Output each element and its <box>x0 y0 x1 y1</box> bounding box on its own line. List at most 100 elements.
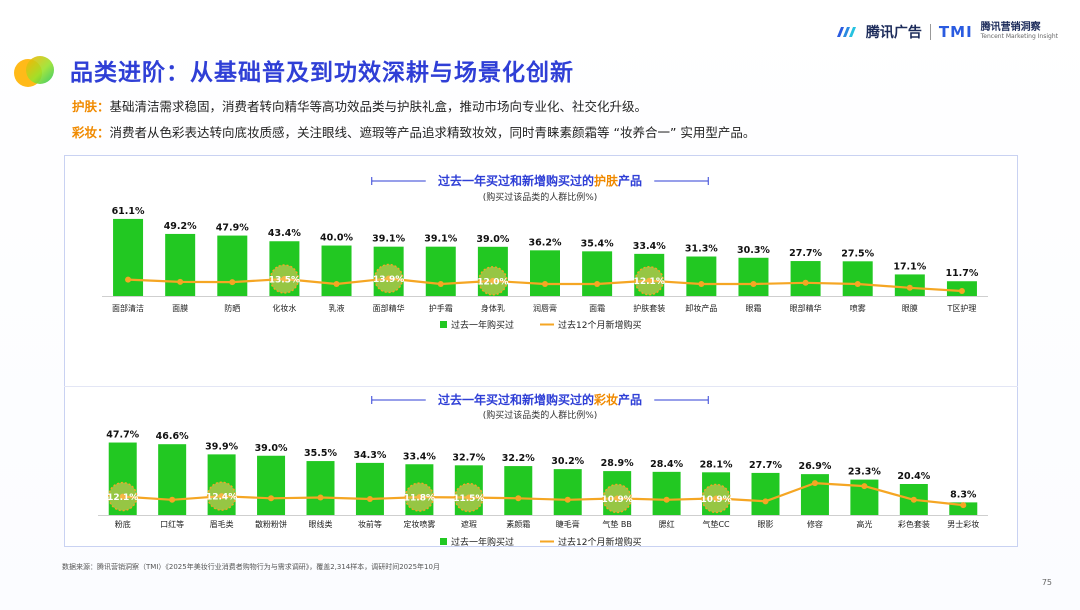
chart0-highlight-ring-2 <box>478 266 508 296</box>
chart1-bar-5 <box>355 462 384 515</box>
chart0-line-point-16 <box>958 287 965 294</box>
chart1-category-7: 遮瑕 <box>461 519 477 529</box>
chart1-category-15: 高光 <box>856 519 872 529</box>
makeup-text: 消费者从色彩表达转向底妆质感，关注眼线、遮瑕等产品追求精致妆效，同时青睐素颜霜等… <box>109 125 756 140</box>
chart0-bar-13 <box>790 261 821 296</box>
brand-tmi-en: Tencent Marketing Insight <box>980 33 1058 40</box>
chart0-title-highlight: 护肤 <box>594 173 619 188</box>
skincare-text: 基础清洁需求稳固，消费者转向精华等高功效品类与护肤礼盒，推动市场向专业化、社交化… <box>109 99 648 114</box>
page-number: 75 <box>1041 578 1052 587</box>
chart0-bar-label-15: 17.1% <box>893 261 926 272</box>
chart1-bar-label-6: 33.4% <box>403 451 436 462</box>
page-title: 品类进阶：从基础普及到功效深耕与场景化创新 <box>70 60 574 86</box>
decorative-blob-icon <box>14 56 54 87</box>
chart1-line-point-11 <box>663 496 670 503</box>
chart1-bar-label-5: 34.3% <box>353 450 386 461</box>
chart0-highlight-label-2: 12.0% <box>477 277 508 287</box>
chart1-category-3: 散粉粉饼 <box>255 519 287 529</box>
chart0-category-12: 眼霜 <box>745 304 761 313</box>
chart0-category-5: 面部精华 <box>373 303 405 313</box>
chart1-line-point-15 <box>861 483 868 490</box>
chart1-category-6: 定妆喷雾 <box>403 519 435 529</box>
chart0-highlight-label-3: 12.1% <box>634 277 665 287</box>
chart-divider <box>64 386 1018 387</box>
chart1-line-point-9 <box>564 496 571 503</box>
chart1-bar-9 <box>553 469 582 515</box>
chart1-highlight-label-1: 12.4% <box>206 493 237 503</box>
chart1-bar-label-11: 28.4% <box>650 459 683 470</box>
chart0-legend-bar-swatch <box>440 321 447 328</box>
skincare-description: 护肤：基础清洁需求稳固，消费者转向精华等高功效品类与护肤礼盒，推动市场向专业化、… <box>72 96 647 115</box>
chart0-bar-14 <box>842 261 873 296</box>
chart1-bar-4 <box>306 461 335 515</box>
chart1-legend-line-label: 过去12个月新增购买 <box>558 536 641 548</box>
chart1-bar-label-12: 28.1% <box>700 459 733 470</box>
brand-tmi-cn: 腾讯营销洞察 <box>980 22 1041 33</box>
chart1-category-5: 妆前等 <box>358 519 382 529</box>
chart0-bar-label-10: 33.4% <box>633 241 666 252</box>
chart0-bar-11 <box>686 256 717 296</box>
chart1-line-point-8 <box>515 495 522 502</box>
chart0-title-suffix: 产品 <box>618 173 642 188</box>
skincare-tag: 护肤： <box>72 99 110 114</box>
chart1-highlight-ring-5 <box>701 483 731 514</box>
makeup-description: 彩妆：消费者从色彩表达转向底妆质感，关注眼线、遮瑕等产品追求精致妆效，同时青睐素… <box>72 122 755 141</box>
chart0-highlight-ring-1 <box>373 263 404 294</box>
chart0-line-point-9 <box>594 281 601 288</box>
chart1-title-suffix: 产品 <box>618 392 642 407</box>
chart1-bar-label-9: 30.2% <box>551 456 584 467</box>
chart1-category-14: 修容 <box>807 519 823 529</box>
makeup-tag: 彩妆： <box>72 125 110 140</box>
chart1-title: 过去一年买过和新增购买过的彩妆产品 <box>438 392 642 407</box>
chart0-bar-label-14: 27.5% <box>841 248 874 259</box>
chart0-line-point-8 <box>542 281 548 288</box>
chart0-category-9: 面霜 <box>589 304 605 313</box>
chart1-category-8: 素颜霜 <box>506 519 530 529</box>
chart1-category-1: 口红等 <box>160 519 184 529</box>
data-source: 数据来源：腾讯营销洞察（TMI）《2025年美妆行业消费者购物行为与需求调研》，… <box>62 563 440 571</box>
chart0-category-15: 眼膜 <box>902 303 918 313</box>
chart1-highlight-ring-3 <box>454 482 484 513</box>
chart1-line-point-5 <box>366 496 373 503</box>
tencent-ads-logo-icon <box>836 27 856 37</box>
chart0-bar-label-1: 49.2% <box>164 221 197 232</box>
chart1-highlight-label-5: 10.9% <box>700 495 731 505</box>
chart1-bar-3 <box>257 455 286 515</box>
chart1-bar-label-8: 32.2% <box>502 453 535 464</box>
chart0-category-11: 卸妆产品 <box>685 303 717 313</box>
chart0-highlight-label-0: 13.5% <box>269 275 300 285</box>
brand-logos: 腾讯广告 TMI 腾讯营销洞察 Tencent Marketing Insigh… <box>836 22 1058 42</box>
chart0-category-14: 喷雾 <box>850 303 866 313</box>
chart0-category-8: 润唇膏 <box>533 303 557 313</box>
chart1-line-point-4 <box>317 494 324 501</box>
chart0-line-point-6 <box>437 281 444 288</box>
chart0-bar-label-0: 61.1% <box>112 206 145 217</box>
chart1-highlight-ring-2 <box>404 482 435 512</box>
brand-tmi: TMI <box>938 23 973 41</box>
chart1-line-series <box>122 482 964 507</box>
chart1-category-12: 气垫CC <box>702 519 730 529</box>
chart0-bar-label-4: 40.0% <box>320 233 353 244</box>
chart1-category-13: 眼影 <box>758 519 774 529</box>
brand-tmi-sub: 腾讯营销洞察 Tencent Marketing Insight <box>981 23 1058 41</box>
chart0-title: 过去一年买过和新增购买过的护肤产品 <box>438 173 642 188</box>
chart1-line-point-3 <box>268 495 275 502</box>
chart1-bar-label-14: 26.9% <box>798 461 831 472</box>
chart1-highlight-label-2: 11.8% <box>404 494 435 504</box>
chart1-bar-label-13: 27.7% <box>749 460 782 471</box>
chart1-category-16: 彩色套装 <box>898 519 930 529</box>
chart1-subtitle: (购买过该品类的人群比例%) <box>483 409 598 421</box>
chart1-highlight-label-3: 11.5% <box>453 494 484 504</box>
chart1-bar-label-1: 46.6% <box>156 431 189 442</box>
chart0-subtitle: (购买过该品类的人群比例%) <box>483 191 598 203</box>
chart0-line-point-11 <box>698 281 705 288</box>
chart1-category-0: 粉底 <box>115 519 131 529</box>
chart0-line-point-2 <box>229 279 236 286</box>
chart1-highlight-ring-1 <box>206 481 237 511</box>
chart1-line-point-14 <box>811 480 818 487</box>
chart1-bar-8 <box>504 466 533 515</box>
chart0-bar-label-13: 27.7% <box>789 248 822 259</box>
chart0-line-point-12 <box>750 281 757 288</box>
chart1-category-2: 眉毛类 <box>210 519 234 529</box>
